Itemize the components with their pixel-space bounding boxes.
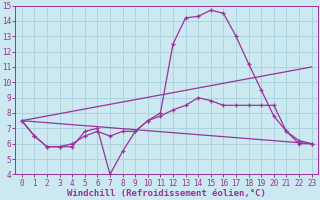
X-axis label: Windchill (Refroidissement éolien,°C): Windchill (Refroidissement éolien,°C) xyxy=(67,189,266,198)
